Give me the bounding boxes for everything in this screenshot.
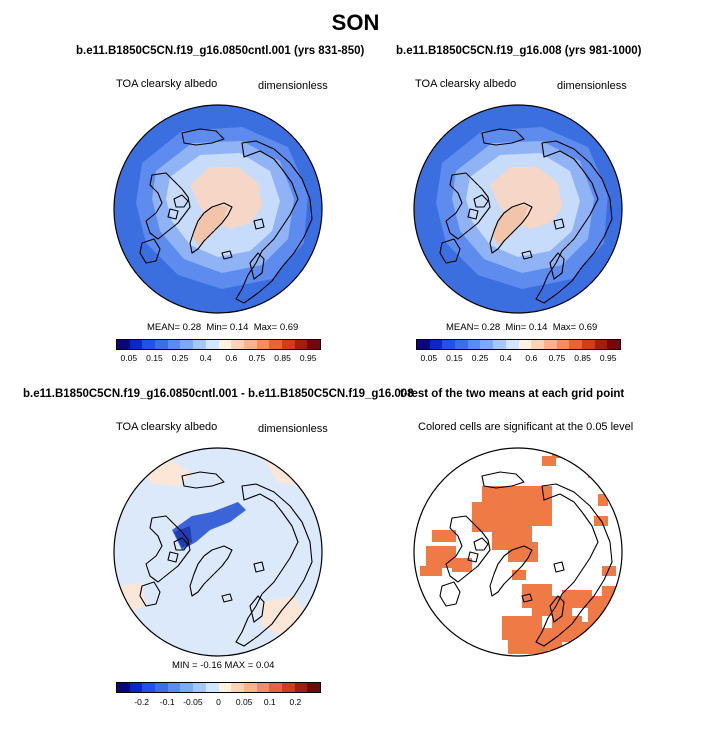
- panel4-case-title: t-test of the two means at each grid poi…: [400, 388, 625, 400]
- panel3-stats: MIN = -0.16 MAX = 0.04: [172, 660, 275, 671]
- colorbar-tick-label: -0.05: [183, 697, 203, 707]
- colorbar-tick-label: 0.6: [525, 353, 538, 363]
- colorbar-tick-label: 0.85: [274, 353, 291, 363]
- colorbar-tick-label: 0.05: [120, 353, 138, 363]
- panel2-mean-value: 0.28: [481, 322, 501, 333]
- panel1-variable-label: TOA clearsky albedo: [116, 78, 218, 90]
- panel3-variable-label: TOA clearsky albedo: [116, 421, 218, 433]
- panel3-polar-map: [113, 447, 323, 657]
- panel4-note: Colored cells are significant at the 0.0…: [418, 421, 634, 433]
- colorbar-tick-label: 0.25: [471, 353, 489, 363]
- panel1-mean-value: 0.28: [182, 322, 202, 333]
- panel3-units-label: dimensionless: [258, 423, 328, 435]
- figure-title: SON: [331, 10, 380, 35]
- panel4-polar-map: [413, 447, 623, 657]
- panel2-units-label: dimensionless: [557, 80, 627, 92]
- panel2-colorbar: [416, 339, 621, 350]
- colorbar-tick-label: 0.75: [548, 353, 566, 363]
- panel3-case-title: b.e11.B1850C5CN.f19_g16.0850cntl.001 - b…: [23, 388, 414, 400]
- panel1-colorbar-labels: 0.05 0.15 0.25 0.4 0.6 0.75 0.85 0.95: [116, 353, 321, 365]
- colorbar-tick-label: 0.6: [225, 353, 238, 363]
- panel2-case-title: b.e11.B1850C5CN.f19_g16.008 (yrs 981-100…: [396, 45, 642, 57]
- panel2-polar-map: [413, 104, 623, 314]
- colorbar-tick-label: -0.2: [134, 697, 149, 707]
- colorbar-tick-label: 0.25: [171, 353, 189, 363]
- panel2-colorbar-labels: 0.05 0.15 0.25 0.4 0.6 0.75 0.85 0.95: [416, 353, 621, 365]
- colorbar-tick-label: 0.95: [599, 353, 617, 363]
- colorbar-tick-label: 0.15: [146, 353, 163, 363]
- panel1-min-value: 0.14: [229, 322, 249, 333]
- colorbar-tick-label: 0.85: [574, 353, 591, 363]
- panel1-stats: MEAN= 0.28 Min= 0.14 Max= 0.69: [147, 322, 299, 333]
- colorbar-tick-label: 0.4: [499, 353, 512, 363]
- panel3-colorbar-labels: -0.2 -0.1 -0.05 0 0.05 0.1 0.2: [116, 697, 321, 709]
- panel1-case-title: b.e11.B1850C5CN.f19_g16.0850cntl.001 (yr…: [76, 45, 365, 57]
- colorbar-tick-label: 0.05: [420, 353, 438, 363]
- panel2-stats: MEAN= 0.28 Min= 0.14 Max= 0.69: [446, 322, 598, 333]
- colorbar-tick-label: -0.1: [159, 697, 175, 707]
- panel1-polar-map: [113, 104, 323, 314]
- colorbar-tick-label: 0.4: [199, 353, 212, 363]
- colorbar-tick-label: 0.75: [248, 353, 266, 363]
- colorbar-tick-label: 0.05: [235, 697, 253, 707]
- panel2-max-value: 0.69: [578, 322, 598, 333]
- colorbar-tick-label: 0.2: [289, 697, 302, 707]
- colorbar-tick-label: 0.15: [446, 353, 463, 363]
- panel1-colorbar: [116, 339, 321, 350]
- colorbar-tick-label: 0: [216, 697, 221, 707]
- panel1-max-value: 0.69: [279, 322, 299, 333]
- panel1-units-label: dimensionless: [258, 80, 328, 92]
- panel2-min-value: 0.14: [528, 322, 548, 333]
- colorbar-tick-label: 0.1: [263, 697, 276, 707]
- panel2-variable-label: TOA clearsky albedo: [415, 78, 517, 90]
- colorbar-tick-label: 0.95: [299, 353, 317, 363]
- panel3-colorbar: [116, 682, 321, 693]
